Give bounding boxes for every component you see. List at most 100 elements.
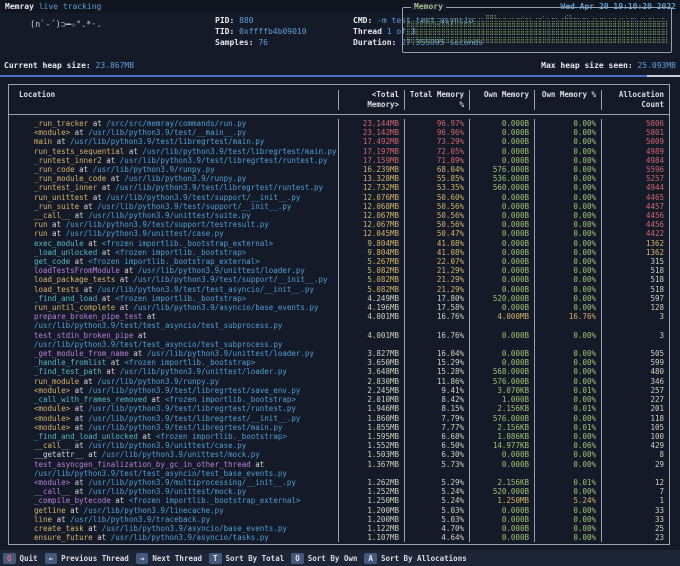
table-row[interactable]: run_until_complete at /usr/lib/python3.9… xyxy=(9,303,669,313)
own-memory-pct-cell: 0.00% xyxy=(534,201,601,212)
allocation-count-cell-value: 128 xyxy=(650,303,664,313)
footer-key-sort-by-allocations[interactable]: A Sort By Allocations xyxy=(364,552,467,564)
file-path: /usr/lib/python3.9/test/support/__init__… xyxy=(97,201,292,211)
own-memory-cell: 0.000B xyxy=(469,146,534,156)
table-row[interactable]: <module> at /usr/lib/python3.9/test/libr… xyxy=(9,385,669,396)
total-memory-pct-cell-value: 55.85% xyxy=(436,174,464,184)
file-path: /usr/lib/python3.9/runpy.py xyxy=(92,165,215,175)
column-header-5[interactable]: Allocation Count xyxy=(601,90,669,110)
own-memory-pct-cell: 0.00% xyxy=(534,128,601,138)
table-row[interactable]: __call__ at /usr/lib/python3.9/unittest/… xyxy=(9,487,669,497)
total-memory-cell-value: 1.855MB xyxy=(367,422,399,432)
table-row[interactable]: <module> at /usr/lib/python3.9/test/libr… xyxy=(9,422,669,432)
total-memory-cell: 9.804MB xyxy=(338,247,404,258)
own-memory-cell-value: 0.000B xyxy=(501,146,529,156)
column-header-3[interactable]: Own Memory xyxy=(469,90,534,110)
table-row[interactable]: __call__ at /usr/lib/python3.9/unittest/… xyxy=(9,211,669,221)
column-header-4[interactable]: Own Memory % xyxy=(534,90,601,110)
table-row[interactable]: _run_code at /usr/lib/python3.9/runpy.py… xyxy=(9,165,669,175)
footer-key-sort-by-total[interactable]: T Sort By Total xyxy=(209,552,284,564)
table-row[interactable]: _find_and_load_unlocked at <frozen impor… xyxy=(9,431,669,442)
table-row[interactable]: _find_and_load at <frozen importlib._boo… xyxy=(9,293,669,304)
total-memory-cell: 1.855MB xyxy=(338,422,404,432)
table-row[interactable]: run_unittest at /usr/lib/python3.9/test/… xyxy=(9,192,669,202)
table-row[interactable]: _run_module_code at /usr/lib/python3.9/r… xyxy=(9,174,669,184)
file-path: /usr/lib/python3.9/test/test_asyncio/__i… xyxy=(97,284,314,294)
table-row[interactable]: <module> at /usr/lib/python3.9/test/__ma… xyxy=(9,128,669,138)
own-memory-cell-value: 0.000B xyxy=(501,284,529,294)
own-memory-cell-value: 0.000B xyxy=(501,330,529,340)
memory-sparkline-graph: ⠀⠀⠀⢀⣀⣀⡀⣀⢀⡀⣀⣀⡀⢀⡀⣀⢀⡀⣶⣶⣆⡀⣀⢀⡀⣀⡠⣀⡀⢀⣀⠄⡀⣀⡀⢀⣔⣆⣀⡀… xyxy=(406,13,668,50)
function-name: _run_code xyxy=(34,165,75,175)
own-memory-pct-cell-value: 0.00% xyxy=(573,266,596,276)
table-row[interactable]: __getattr__ at /usr/lib/python3.9/unitte… xyxy=(9,450,669,460)
table-row[interactable]: <module> at /usr/lib/python3.9/test/libr… xyxy=(9,404,669,414)
table-row[interactable]: get_code at <frozen importlib._bootstrap… xyxy=(9,257,669,267)
table-row[interactable]: line at /usr/lib/python3.9/traceback.py 1… xyxy=(9,514,669,524)
table-row[interactable]: prepare_broken_pipe_test at/usr/lib/pyth… xyxy=(9,312,669,331)
own-memory-pct-cell-value: 0.01% xyxy=(573,404,596,414)
table-row[interactable]: test_asyncgen_finalization_by_gc_in_othe… xyxy=(9,459,669,478)
table-row[interactable]: _call_with_frames_removed at <frozen imp… xyxy=(9,395,669,405)
at-keyword: at xyxy=(70,385,89,395)
own-memory-pct-cell-value: 0.01% xyxy=(573,477,596,487)
table-row[interactable]: _handle_fromlist at <frozen importlib._b… xyxy=(9,358,669,368)
footer-key-previous-thread[interactable]: ← Previous Thread xyxy=(44,552,129,564)
table-row[interactable]: load_package_tests at /usr/lib/python3.9… xyxy=(9,275,669,285)
allocation-count-cell: 7 xyxy=(601,487,669,497)
table-row[interactable]: <module> at /usr/lib/python3.9/multiproc… xyxy=(9,477,669,488)
table-row[interactable]: <module> at /usr/lib/python3.9/test/libr… xyxy=(9,413,669,423)
table-row[interactable]: _get_module_from_name at /usr/lib/python… xyxy=(9,349,669,359)
table-row[interactable]: run at /usr/lib/python3.9/unittest/case.… xyxy=(9,229,669,239)
table-row[interactable]: _runtest_inner at /usr/lib/python3.9/tes… xyxy=(9,183,669,193)
table-row[interactable]: _find_test_path at /usr/lib/python3.9/un… xyxy=(9,367,669,377)
table-row[interactable]: run_tests_sequential at /usr/lib/python3… xyxy=(9,146,669,156)
table-row[interactable]: _load_unlocked at <frozen importlib._boo… xyxy=(9,247,669,258)
own-memory-cell-value: 0.000B xyxy=(501,275,529,285)
total-memory-cell-value: 2.245MB xyxy=(367,385,399,395)
own-memory-cell-value: 0.000B xyxy=(501,220,529,230)
allocation-count-cell-value: 29 xyxy=(654,459,664,469)
table-row[interactable]: loadTestsFromModule at /usr/lib/python3.… xyxy=(9,266,669,276)
footer-key-next-thread[interactable]: → Next Thread xyxy=(135,552,202,564)
own-memory-pct-cell-value: 0.06% xyxy=(573,441,596,451)
location-cell: test_stdin_broken_pipe at/usr/lib/python… xyxy=(9,331,338,349)
own-memory-cell-value: 0.000B xyxy=(501,247,529,257)
own-memory-cell-value: 0.000B xyxy=(501,229,529,239)
file-path: <frozen importlib._bootstrap_external> xyxy=(128,496,301,506)
samples-value: 76 xyxy=(258,38,268,47)
file-path: /usr/lib/python3.9/unittest/case.py xyxy=(65,229,224,239)
footer-key-quit[interactable]: Q Quit xyxy=(3,552,38,564)
table-row[interactable]: run_module at /usr/lib/python3.9/runpy.p… xyxy=(9,376,669,386)
allocation-count-cell: 480 xyxy=(601,367,669,377)
table-row[interactable]: main at /usr/lib/python3.9/test/libregrt… xyxy=(9,137,669,147)
own-memory-pct-cell-value: 0.00% xyxy=(573,487,596,497)
total-memory-cell-value: 12.068MB xyxy=(362,201,399,211)
total-memory-cell-value: 12.045MB xyxy=(362,229,399,239)
thread-label: Thread xyxy=(353,27,382,36)
footer-key-sort-by-own[interactable]: O Sort By Own xyxy=(291,552,357,564)
table-row[interactable]: _runtest_inner2 at /usr/lib/python3.9/te… xyxy=(9,155,669,166)
total-memory-cell: 3.650MB xyxy=(338,358,404,368)
own-memory-cell-value: 0.000B xyxy=(501,201,529,211)
table-row[interactable]: _run_suite at /usr/lib/python3.9/test/su… xyxy=(9,201,669,212)
column-header-1[interactable]: <Total Memory> xyxy=(338,90,404,110)
total-memory-pct-cell-value: 7.77% xyxy=(441,422,464,432)
total-memory-pct-cell: 53.35% xyxy=(404,183,469,193)
table-row[interactable]: load_tests at /usr/lib/python3.9/test/te… xyxy=(9,284,669,294)
table-row[interactable]: test_stdin_broken_pipe at/usr/lib/python… xyxy=(9,330,669,350)
table-row[interactable]: exec_module at <frozen importlib._bootst… xyxy=(9,238,669,248)
table-row[interactable]: ensure_future at /usr/lib/python3.9/asyn… xyxy=(9,533,669,543)
table-row[interactable]: _run_tracker at /src/src/memray/commands… xyxy=(9,119,669,129)
table-row[interactable]: __call__ at /usr/lib/python3.9/unittest/… xyxy=(9,441,669,451)
location-cell: <module> at /usr/lib/python3.9/test/__ma… xyxy=(9,128,338,137)
column-header-location[interactable]: Location xyxy=(9,90,338,110)
own-memory-cell: 0.000B xyxy=(469,303,534,313)
table-row[interactable]: _compile_bytecode at <frozen importlib._… xyxy=(9,496,669,506)
table-row[interactable]: getline at /usr/lib/python3.9/linecache.… xyxy=(9,505,669,515)
table-row[interactable]: run at /usr/lib/python3.9/test/support/t… xyxy=(9,220,669,230)
table-row[interactable]: create_task at /usr/lib/python3.9/asynci… xyxy=(9,523,669,534)
total-memory-pct-cell-value: 8.42% xyxy=(441,395,464,405)
location-cell: _find_and_load_unlocked at <frozen impor… xyxy=(9,432,338,441)
column-header-2[interactable]: Total Memory% xyxy=(404,90,469,110)
